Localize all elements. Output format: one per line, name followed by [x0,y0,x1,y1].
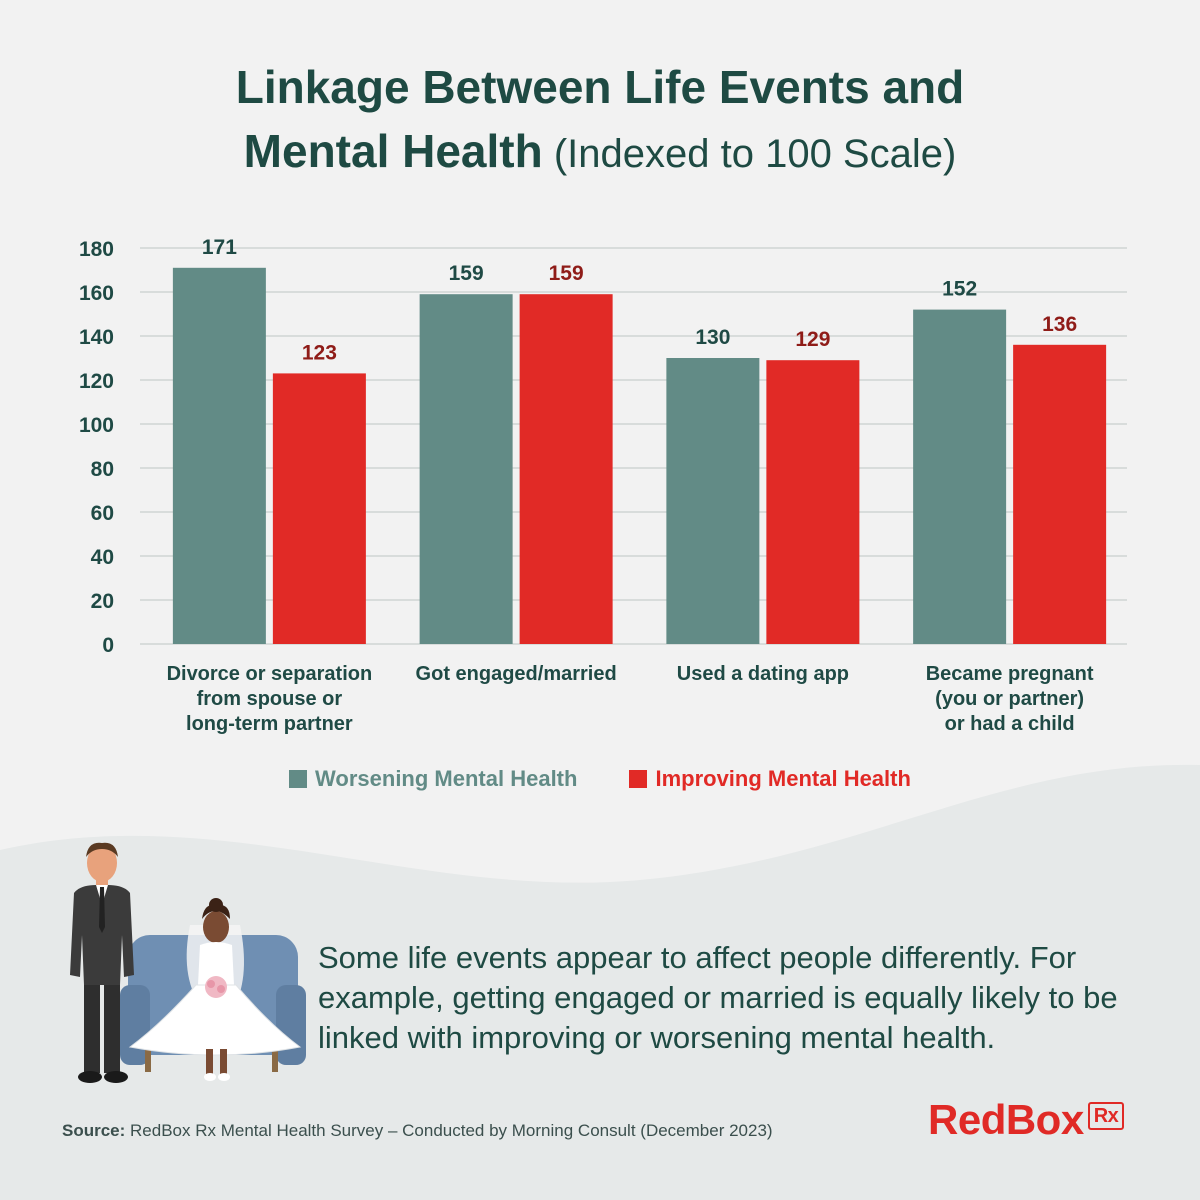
legend: Worsening Mental Health Improving Mental… [0,766,1200,792]
caption-text: Some life events appear to affect people… [318,940,1118,1055]
y-tick-label: 80 [91,458,114,481]
y-tick-label: 160 [79,282,114,305]
bride-and-groom-illustration [70,842,306,1083]
redbox-rx-logo: RedBox Rx [928,1096,1125,1144]
x-category-label: Got engaged/married [415,663,617,685]
bar-improving [519,294,613,644]
source-text: RedBox Rx Mental Health Survey – Conduct… [125,1121,773,1140]
title-line-2: Mental Health (Indexed to 100 Scale) [0,119,1200,186]
y-tick-label: 180 [79,238,114,261]
y-tick-label: 20 [91,590,114,613]
y-tick-label: 120 [79,370,114,393]
data-label-improving: 136 [1042,313,1077,336]
bar-worsening [913,309,1007,644]
bar-worsening [419,294,513,644]
bar-worsening [666,358,760,644]
x-category-label: Used a dating app [676,663,849,685]
logo-text: RedBox [928,1096,1084,1143]
title-bold: Mental Health [243,125,543,177]
logo-rx-badge: Rx [1087,1102,1125,1130]
title-line-1: Linkage Between Life Events and [235,61,965,113]
legend-label-improving: Improving Mental Health [655,766,911,791]
bar-worsening [172,267,266,644]
data-label-improving: 129 [795,328,830,351]
y-tick-label: 140 [79,326,114,349]
legend-item-improving: Improving Mental Health [629,766,911,792]
bar-improving [1013,344,1107,644]
data-label-improving: 159 [549,262,584,285]
data-label-worsening: 171 [202,236,237,259]
bar-improving [272,373,366,644]
x-category-label: Divorce or separation from spouse or lon… [166,663,373,735]
y-tick-label: 60 [91,502,114,525]
data-label-improving: 123 [302,341,337,364]
data-label-worsening: 130 [695,326,730,349]
y-tick-label: 100 [79,414,114,437]
data-label-worsening: 152 [942,278,977,301]
y-tick-label: 0 [102,634,114,657]
data-label-worsening: 159 [449,262,484,285]
legend-swatch-improving [629,770,648,788]
legend-swatch-worsening [289,770,308,788]
chart-title: Linkage Between Life Events and Mental H… [0,55,1200,186]
title-subtitle: (Indexed to 100 Scale) [542,132,957,176]
legend-label-worsening: Worsening Mental Health [315,766,578,791]
legend-item-worsening: Worsening Mental Health [289,766,577,792]
source-note: Source: RedBox Rx Mental Health Survey –… [62,1121,773,1141]
bar-improving [766,360,860,644]
y-tick-label: 40 [91,546,114,569]
source-label: Source: [62,1121,126,1140]
x-category-label: Became pregnant (you or partner) or had … [925,663,1094,735]
